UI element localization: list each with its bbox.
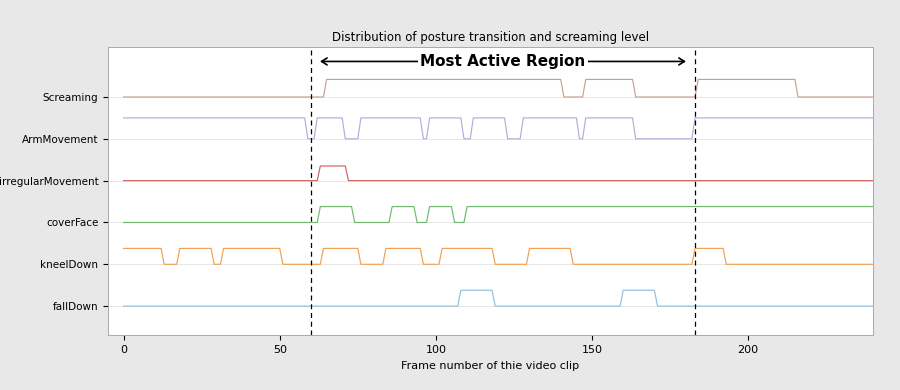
Text: Most Active Region: Most Active Region: [420, 54, 586, 69]
X-axis label: Frame number of thie video clip: Frame number of thie video clip: [401, 361, 580, 370]
Title: Distribution of posture transition and screaming level: Distribution of posture transition and s…: [332, 31, 649, 44]
